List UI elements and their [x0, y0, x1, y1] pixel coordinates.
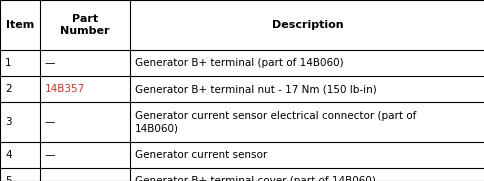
Text: Generator B+ terminal nut - 17 Nm (150 lb-in): Generator B+ terminal nut - 17 Nm (150 l…	[135, 84, 376, 94]
Text: Generator current sensor electrical connector (part of
14B060): Generator current sensor electrical conn…	[135, 111, 416, 133]
Text: —: —	[45, 117, 55, 127]
Text: 5: 5	[5, 176, 12, 181]
Text: 14B357: 14B357	[45, 84, 85, 94]
Text: —: —	[45, 176, 55, 181]
Text: Item: Item	[6, 20, 34, 30]
Text: Generator B+ terminal (part of 14B060): Generator B+ terminal (part of 14B060)	[135, 58, 343, 68]
Text: Description: Description	[271, 20, 343, 30]
Text: 1: 1	[5, 58, 12, 68]
Text: 3: 3	[5, 117, 12, 127]
Text: —: —	[45, 150, 55, 160]
Text: 4: 4	[5, 150, 12, 160]
Text: Generator B+ terminal cover (part of 14B060): Generator B+ terminal cover (part of 14B…	[135, 176, 375, 181]
Text: —: —	[45, 58, 55, 68]
Text: Part
Number: Part Number	[60, 14, 109, 36]
Text: 2: 2	[5, 84, 12, 94]
Text: Generator current sensor: Generator current sensor	[135, 150, 267, 160]
